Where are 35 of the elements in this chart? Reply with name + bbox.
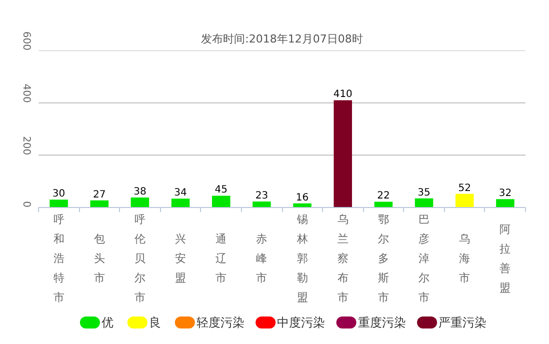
legend-label: 中度污染: [277, 316, 326, 330]
x-tick-label: 呼伦贝尔市: [134, 213, 146, 304]
data-label: 27: [93, 189, 106, 200]
legend-label: 重度污染: [358, 316, 406, 330]
legend-label: 轻度污染: [196, 316, 244, 330]
x-tick-label: 鄂尔多斯市: [378, 213, 389, 304]
data-label: 410: [333, 89, 352, 100]
data-label: 30: [52, 188, 66, 200]
x-tick-label: 包头市: [94, 232, 105, 284]
legend-label: 良: [148, 316, 161, 330]
y-tick-label: 200: [20, 136, 32, 156]
x-tick-label: 兴安盟: [175, 232, 186, 284]
data-label: 16: [296, 192, 309, 204]
data-label: 23: [255, 190, 268, 202]
x-tick-label: 阿拉善盟: [500, 222, 511, 294]
x-tick-label: 赤峰市: [256, 232, 268, 284]
chart-title: 发布时间:2018年12月07日08时: [201, 32, 363, 46]
x-tick-label: 乌兰察布市: [337, 213, 348, 304]
x-tick-label: 锡林郭勒盟: [296, 213, 308, 304]
data-label: 34: [174, 188, 187, 199]
y-tick-label: 400: [20, 84, 32, 103]
data-label: 32: [498, 188, 512, 200]
y-tick-label: 600: [20, 31, 32, 51]
x-tick-label: 通辽市: [216, 232, 227, 284]
data-label: 38: [134, 186, 146, 198]
data-label: 45: [214, 184, 228, 196]
data-label: 22: [377, 190, 390, 202]
legend-label: 优: [101, 316, 114, 330]
x-tick-label: 巴彦淖尔市: [418, 213, 430, 304]
data-label: 35: [418, 187, 430, 198]
x-tick-label: 呼和浩特市: [53, 213, 64, 304]
x-tick-label: 乌海市: [459, 232, 470, 284]
y-tick-label: 0: [20, 201, 32, 208]
data-label: 52: [458, 182, 471, 194]
legend-label: 严重污染: [438, 316, 487, 330]
